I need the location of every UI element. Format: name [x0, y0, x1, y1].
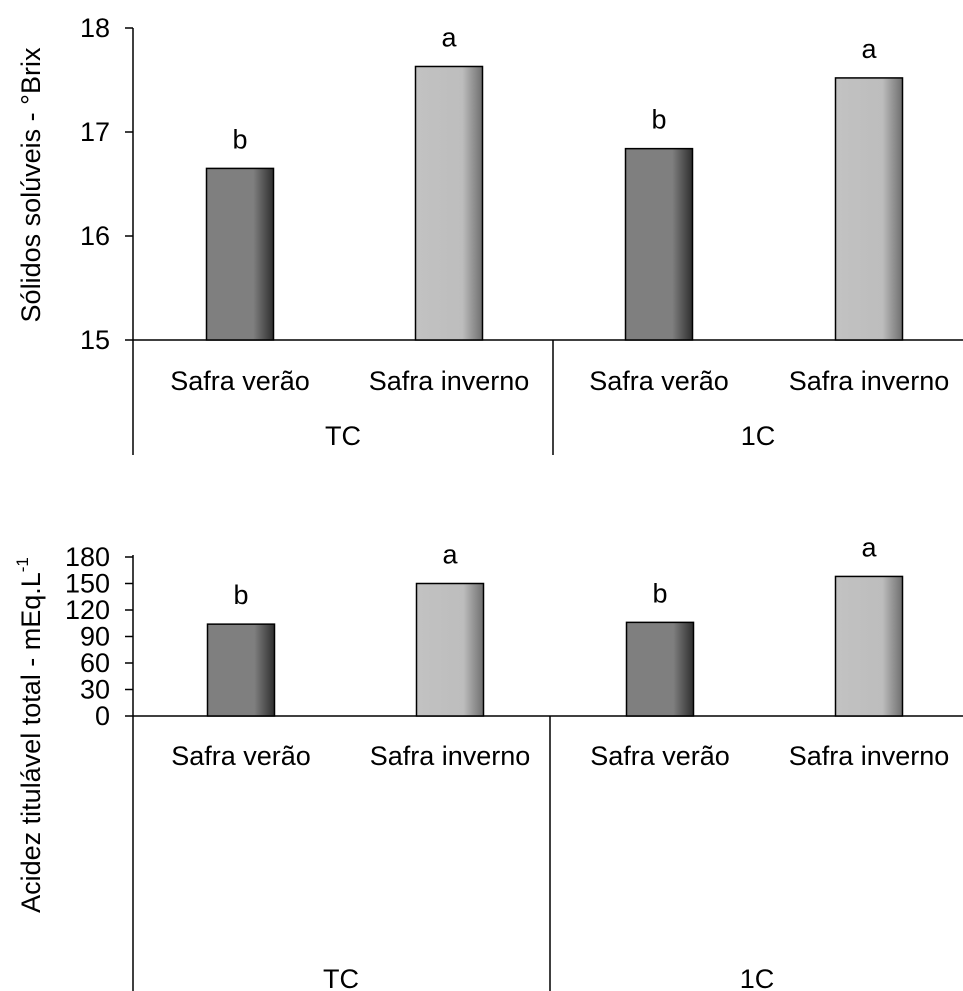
chart-soluble-solids: Sólidos solúveis - °Brix 15 16 17 18 b a b a S… — [16, 13, 963, 455]
y-ticks: 15 16 17 18 — [80, 13, 133, 355]
bar — [414, 65, 484, 341]
x-categories: Safra verão Safra inverno Safra verão Safra… — [170, 366, 949, 396]
y-tick-label: 15 — [80, 325, 110, 355]
y-tick-label: 150 — [65, 569, 110, 599]
significance-label: b — [233, 580, 248, 610]
significance-label: a — [441, 22, 457, 52]
y-axis-label: Acidez titulável total - mEq.L-1 — [13, 557, 46, 913]
bar — [834, 77, 904, 341]
y-tick-label: 16 — [80, 221, 110, 251]
group-label-tc: TC — [325, 421, 361, 451]
bar — [625, 621, 695, 717]
significance-label: a — [861, 34, 877, 64]
bars: b a b a — [205, 22, 904, 341]
y-tick-label: 90 — [80, 622, 110, 652]
x-category-label: Safra verão — [589, 366, 729, 396]
chart-total-titratable-acidity: Acidez titulável total - mEq.L-1 0306090… — [13, 532, 963, 991]
significance-label: a — [442, 540, 458, 570]
bar — [834, 575, 904, 717]
y-axis-label: Sólidos solúveis - °Brix — [16, 47, 46, 322]
significance-label: a — [861, 532, 877, 562]
bar — [205, 167, 275, 341]
group-label-1c: 1C — [741, 421, 776, 451]
y-tick-label: 18 — [80, 13, 110, 43]
x-category-label: Safra inverno — [789, 366, 950, 396]
significance-label: b — [651, 105, 666, 135]
y-tick-label: 180 — [65, 542, 110, 572]
y-tick-label: 30 — [80, 675, 110, 705]
y-axis-label-main: Acidez titulável total - mEq.L — [16, 572, 46, 913]
bars: b a b a — [206, 532, 904, 717]
x-category-label: Safra inverno — [789, 741, 950, 771]
x-category-label: Safra inverno — [369, 366, 530, 396]
significance-label: b — [232, 124, 247, 154]
group-label-tc: TC — [323, 964, 359, 991]
y-axis-label-superscript: -1 — [13, 557, 32, 572]
bar — [624, 147, 694, 341]
y-tick-label: 60 — [80, 648, 110, 678]
x-category-label: Safra verão — [171, 741, 311, 771]
x-category-label: Safra verão — [590, 741, 730, 771]
x-category-label: Safra inverno — [370, 741, 531, 771]
y-tick-label: 0 — [95, 701, 110, 731]
group-label-1c: 1C — [740, 964, 775, 991]
significance-label: b — [652, 578, 667, 608]
x-category-label: Safra verão — [170, 366, 310, 396]
y-tick-label: 120 — [65, 595, 110, 625]
bar — [415, 582, 485, 717]
y-tick-label: 17 — [80, 117, 110, 147]
bar — [206, 623, 276, 717]
x-categories: Safra verão Safra inverno Safra verão Safra… — [171, 741, 949, 771]
